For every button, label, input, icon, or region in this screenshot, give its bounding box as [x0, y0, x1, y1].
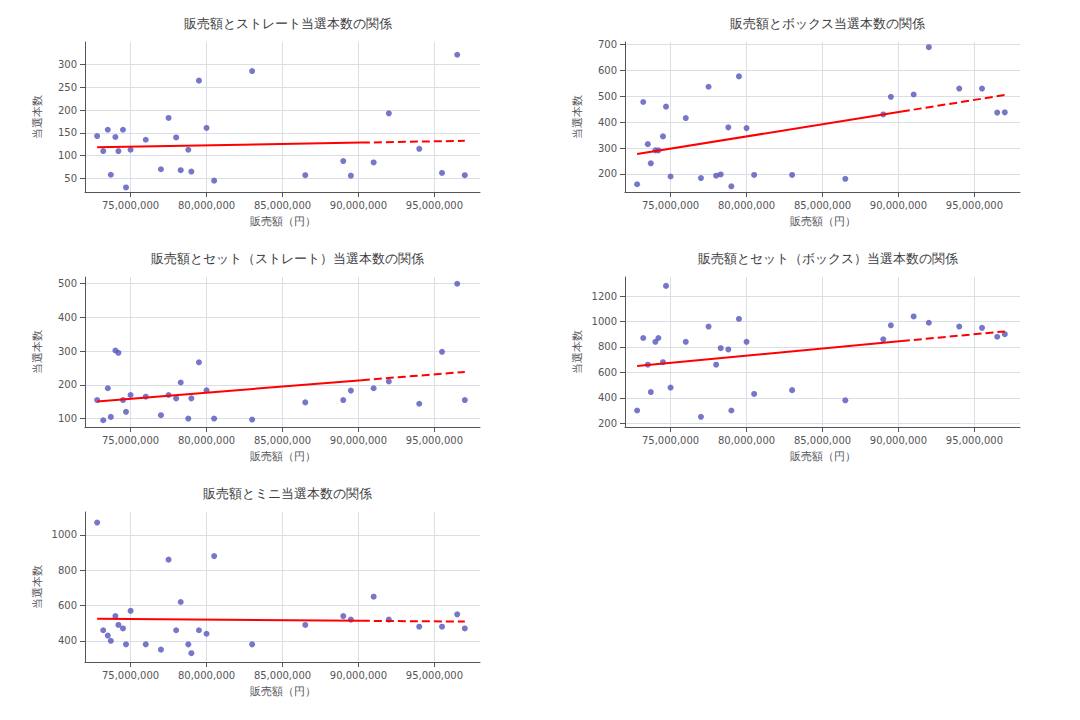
svg-text:85,000,000: 85,000,000	[254, 670, 311, 681]
svg-text:600: 600	[58, 600, 77, 611]
svg-text:100: 100	[58, 413, 77, 424]
svg-text:600: 600	[598, 65, 617, 76]
svg-text:当選本数: 当選本数	[571, 95, 584, 139]
svg-text:90,000,000: 90,000,000	[330, 435, 387, 446]
svg-text:150: 150	[58, 127, 77, 138]
svg-text:500: 500	[598, 91, 617, 102]
svg-text:200: 200	[598, 168, 617, 179]
svg-text:100: 100	[58, 150, 77, 161]
svg-text:販売額（円）: 販売額（円）	[790, 450, 856, 463]
svg-text:75,000,000: 75,000,000	[102, 200, 159, 211]
svg-text:400: 400	[598, 392, 617, 403]
svg-text:800: 800	[598, 341, 617, 352]
svg-text:販売額（円）: 販売額（円）	[250, 215, 316, 228]
svg-text:当選本数: 当選本数	[31, 330, 44, 374]
svg-text:当選本数: 当選本数	[31, 565, 44, 609]
svg-text:75,000,000: 75,000,000	[102, 435, 159, 446]
svg-text:300: 300	[598, 143, 617, 154]
svg-text:1000: 1000	[52, 529, 77, 540]
svg-text:85,000,000: 85,000,000	[254, 435, 311, 446]
svg-text:当選本数: 当選本数	[31, 95, 44, 139]
svg-text:1000: 1000	[592, 316, 617, 327]
svg-text:700: 700	[598, 39, 617, 50]
svg-text:販売額とストレート当選本数の関係: 販売額とストレート当選本数の関係	[184, 16, 392, 31]
svg-text:300: 300	[58, 346, 77, 357]
svg-text:80,000,000: 80,000,000	[178, 435, 235, 446]
svg-text:95,000,000: 95,000,000	[946, 200, 1003, 211]
svg-text:1200: 1200	[592, 291, 617, 302]
svg-text:500: 500	[58, 278, 77, 289]
svg-text:75,000,000: 75,000,000	[642, 435, 699, 446]
svg-text:販売額（円）: 販売額（円）	[250, 450, 316, 463]
svg-text:販売額とボックス当選本数の関係: 販売額とボックス当選本数の関係	[730, 16, 925, 31]
svg-text:400: 400	[598, 117, 617, 128]
svg-text:90,000,000: 90,000,000	[330, 200, 387, 211]
svg-text:90,000,000: 90,000,000	[870, 435, 927, 446]
svg-text:95,000,000: 95,000,000	[406, 670, 463, 681]
svg-text:200: 200	[58, 105, 77, 116]
svg-text:85,000,000: 85,000,000	[254, 200, 311, 211]
svg-text:80,000,000: 80,000,000	[718, 435, 775, 446]
svg-text:90,000,000: 90,000,000	[870, 200, 927, 211]
svg-text:50: 50	[64, 173, 77, 184]
svg-text:400: 400	[58, 312, 77, 323]
svg-text:300: 300	[58, 59, 77, 70]
svg-text:80,000,000: 80,000,000	[178, 670, 235, 681]
svg-text:当選本数: 当選本数	[571, 330, 584, 374]
svg-text:80,000,000: 80,000,000	[178, 200, 235, 211]
svg-text:販売額（円）: 販売額（円）	[250, 685, 316, 698]
svg-text:販売額とミニ当選本数の関係: 販売額とミニ当選本数の関係	[203, 486, 372, 501]
svg-text:95,000,000: 95,000,000	[406, 200, 463, 211]
svg-text:75,000,000: 75,000,000	[102, 670, 159, 681]
svg-text:85,000,000: 85,000,000	[794, 200, 851, 211]
svg-text:600: 600	[598, 367, 617, 378]
svg-text:90,000,000: 90,000,000	[330, 670, 387, 681]
svg-text:95,000,000: 95,000,000	[946, 435, 1003, 446]
svg-text:400: 400	[58, 635, 77, 646]
svg-text:販売額とセット（ストレート）当選本数の関係: 販売額とセット（ストレート）当選本数の関係	[151, 251, 424, 266]
svg-text:800: 800	[58, 565, 77, 576]
svg-text:200: 200	[58, 379, 77, 390]
svg-text:販売額（円）: 販売額（円）	[790, 215, 856, 228]
svg-text:85,000,000: 85,000,000	[794, 435, 851, 446]
svg-text:75,000,000: 75,000,000	[642, 200, 699, 211]
svg-text:80,000,000: 80,000,000	[718, 200, 775, 211]
svg-text:販売額とセット（ボックス）当選本数の関係: 販売額とセット（ボックス）当選本数の関係	[698, 251, 958, 266]
svg-text:95,000,000: 95,000,000	[406, 435, 463, 446]
svg-text:250: 250	[58, 82, 77, 93]
svg-text:200: 200	[598, 418, 617, 429]
